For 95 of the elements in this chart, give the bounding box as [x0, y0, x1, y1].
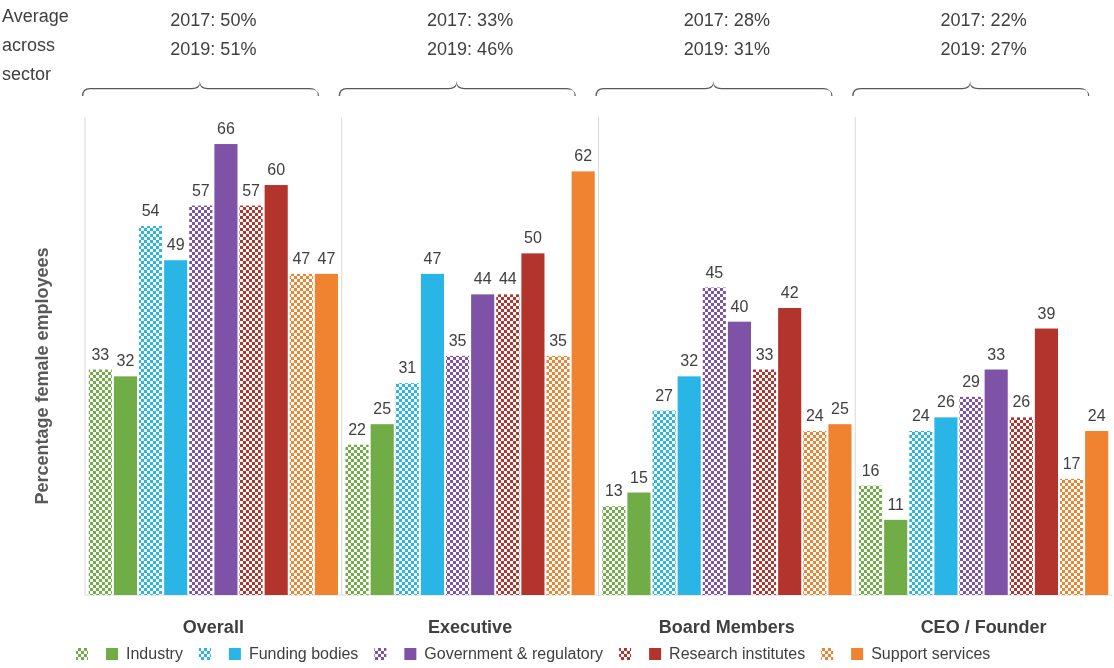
data-label: 13	[604, 482, 623, 500]
bar	[139, 226, 163, 595]
data-label: 25	[831, 400, 849, 418]
text: 2017: 28% 2019: 31%	[683, 10, 770, 59]
bar	[471, 294, 495, 595]
x-tick-label: Overall	[182, 617, 244, 637]
bar	[214, 144, 238, 595]
data-label: 40	[730, 297, 749, 315]
bar	[189, 205, 213, 595]
bar	[314, 273, 338, 595]
bar	[934, 417, 958, 595]
bar	[370, 424, 394, 595]
bar	[727, 321, 751, 595]
data-label: 39	[1037, 304, 1056, 322]
data-label: 33	[91, 345, 110, 363]
bar	[753, 369, 777, 595]
x-tick-label: Executive	[428, 617, 513, 637]
bar	[1060, 478, 1084, 595]
bar	[289, 273, 313, 595]
bar	[1034, 328, 1058, 595]
data-label: 47	[292, 249, 311, 267]
data-label: 24	[805, 407, 824, 425]
data-label: 24	[1087, 407, 1106, 425]
x-tick-label: Board Members	[658, 617, 795, 637]
data-label: 66	[217, 120, 235, 138]
data-label: 57	[242, 181, 261, 199]
bar	[345, 444, 369, 595]
text: 2017: 22% 2019: 27%	[940, 10, 1027, 59]
data-label: 27	[655, 386, 674, 404]
legend-label: Industry	[126, 645, 183, 662]
data-label: 44	[473, 270, 492, 288]
data-label: 42	[780, 284, 799, 302]
data-label: 31	[398, 359, 417, 377]
legend-label: Support services	[871, 645, 991, 662]
bar	[113, 376, 137, 595]
bar	[1085, 431, 1109, 595]
data-label: 26	[937, 393, 955, 411]
data-label: 47	[317, 249, 336, 267]
data-label: 50	[524, 229, 542, 247]
x-tick-label: CEO / Founder	[920, 617, 1047, 637]
bar	[702, 287, 726, 595]
data-label: 33	[755, 345, 774, 363]
data-label: 60	[267, 161, 286, 179]
data-label: 17	[1062, 454, 1081, 472]
legend-label: Government & regulatory	[424, 645, 604, 662]
bar	[546, 355, 570, 595]
bar	[627, 492, 651, 595]
data-label: 11	[887, 495, 905, 513]
bar	[602, 506, 626, 595]
text: 2017: 50% 2019: 51%	[170, 10, 257, 59]
bar	[909, 431, 933, 595]
bar	[828, 424, 852, 595]
bar	[778, 308, 802, 595]
data-label: 62	[574, 147, 593, 165]
data-label: 54	[141, 202, 160, 220]
bar	[496, 294, 520, 595]
bar	[884, 519, 908, 595]
data-label: 32	[116, 352, 135, 370]
data-label: 44	[498, 270, 517, 288]
bar	[164, 260, 188, 595]
bar	[984, 369, 1008, 595]
bar	[521, 253, 545, 595]
legend-label: Funding bodies	[248, 645, 359, 662]
bar	[959, 396, 983, 595]
text: Average across sector	[2, 6, 69, 84]
bar	[420, 273, 444, 595]
y-axis-title: Percentage female employees	[32, 247, 52, 505]
bar	[677, 376, 701, 595]
data-label: 29	[962, 372, 981, 390]
data-label: 22	[348, 420, 367, 438]
bar	[1009, 417, 1033, 595]
bar	[571, 171, 595, 595]
data-label: 32	[680, 352, 699, 370]
data-label: 26	[1012, 393, 1031, 411]
bar	[446, 355, 470, 595]
data-label: 15	[630, 468, 648, 486]
bar	[859, 485, 883, 595]
data-label: 25	[373, 400, 392, 418]
data-label: 16	[861, 461, 880, 479]
data-label: 47	[423, 249, 442, 267]
data-label: 57	[191, 181, 210, 199]
bar	[264, 185, 288, 595]
data-label: 45	[705, 263, 724, 281]
data-label: 35	[448, 331, 467, 349]
data-label: 35	[549, 331, 568, 349]
bar	[88, 369, 112, 595]
bar	[395, 383, 419, 595]
text: 2017: 33% 2019: 46%	[427, 10, 514, 59]
bar	[652, 410, 676, 595]
legend-label: Research institutes	[669, 645, 806, 662]
data-label: 49	[166, 236, 185, 254]
bar	[239, 205, 263, 595]
data-label: 24	[911, 407, 930, 425]
bar	[803, 431, 827, 595]
data-label: 33	[987, 345, 1006, 363]
